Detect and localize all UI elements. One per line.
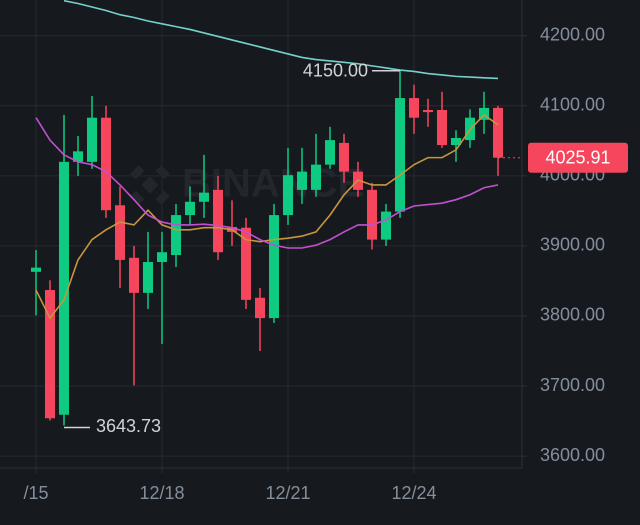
candle-body	[409, 98, 419, 118]
candle-body	[479, 107, 489, 120]
candle-body	[339, 142, 349, 172]
x-tick-label: 12/24	[391, 483, 436, 503]
candle-body	[185, 201, 195, 216]
candle-body	[311, 164, 321, 190]
candle-body	[423, 109, 433, 113]
moving-average-line	[63, 0, 499, 80]
candle-body	[31, 267, 41, 272]
candle-body	[241, 227, 251, 300]
candle-body	[101, 117, 111, 211]
moving-average-line	[35, 117, 499, 249]
candle-body	[269, 215, 279, 319]
y-tick-label: 3800.00	[540, 305, 605, 325]
candle-body	[171, 215, 181, 256]
x-tick-label: /15	[23, 483, 48, 503]
y-tick-label: 3900.00	[540, 235, 605, 255]
high-label: 4150.00	[303, 61, 368, 81]
y-tick-label: 4200.00	[540, 24, 605, 44]
candle-body	[213, 189, 223, 253]
candle-body	[255, 297, 265, 319]
candle-body	[395, 98, 405, 212]
candle-body	[143, 262, 153, 293]
x-tick-label: 12/18	[139, 483, 184, 503]
y-tick-label: 3700.00	[540, 375, 605, 395]
candle-body	[129, 257, 139, 293]
watermark: BINANCE	[130, 162, 364, 206]
candle-body	[115, 205, 125, 260]
last-price-label: 4025.91	[545, 147, 610, 167]
candle-body	[493, 107, 503, 158]
candle-body	[437, 109, 447, 146]
x-tick-label: 12/21	[265, 483, 310, 503]
candle-body	[367, 189, 377, 240]
candle-body	[73, 151, 83, 162]
last-price-box	[528, 142, 628, 173]
watermark-text: BINANCE	[182, 162, 364, 206]
candle-body	[199, 192, 209, 202]
low-label: 3643.73	[96, 416, 161, 436]
candle-body	[45, 290, 55, 419]
candle-body	[325, 140, 335, 165]
candle-body	[157, 252, 167, 263]
candle-body	[297, 171, 307, 190]
moving-average-line	[35, 113, 499, 320]
candle-body	[451, 138, 461, 146]
candle-body	[59, 161, 69, 415]
candle-body	[87, 117, 97, 162]
y-tick-label: 4100.00	[540, 95, 605, 115]
plot	[31, 0, 503, 426]
candle-body	[381, 211, 391, 240]
candle-body	[283, 175, 293, 216]
y-tick-label: 3600.00	[540, 445, 605, 465]
